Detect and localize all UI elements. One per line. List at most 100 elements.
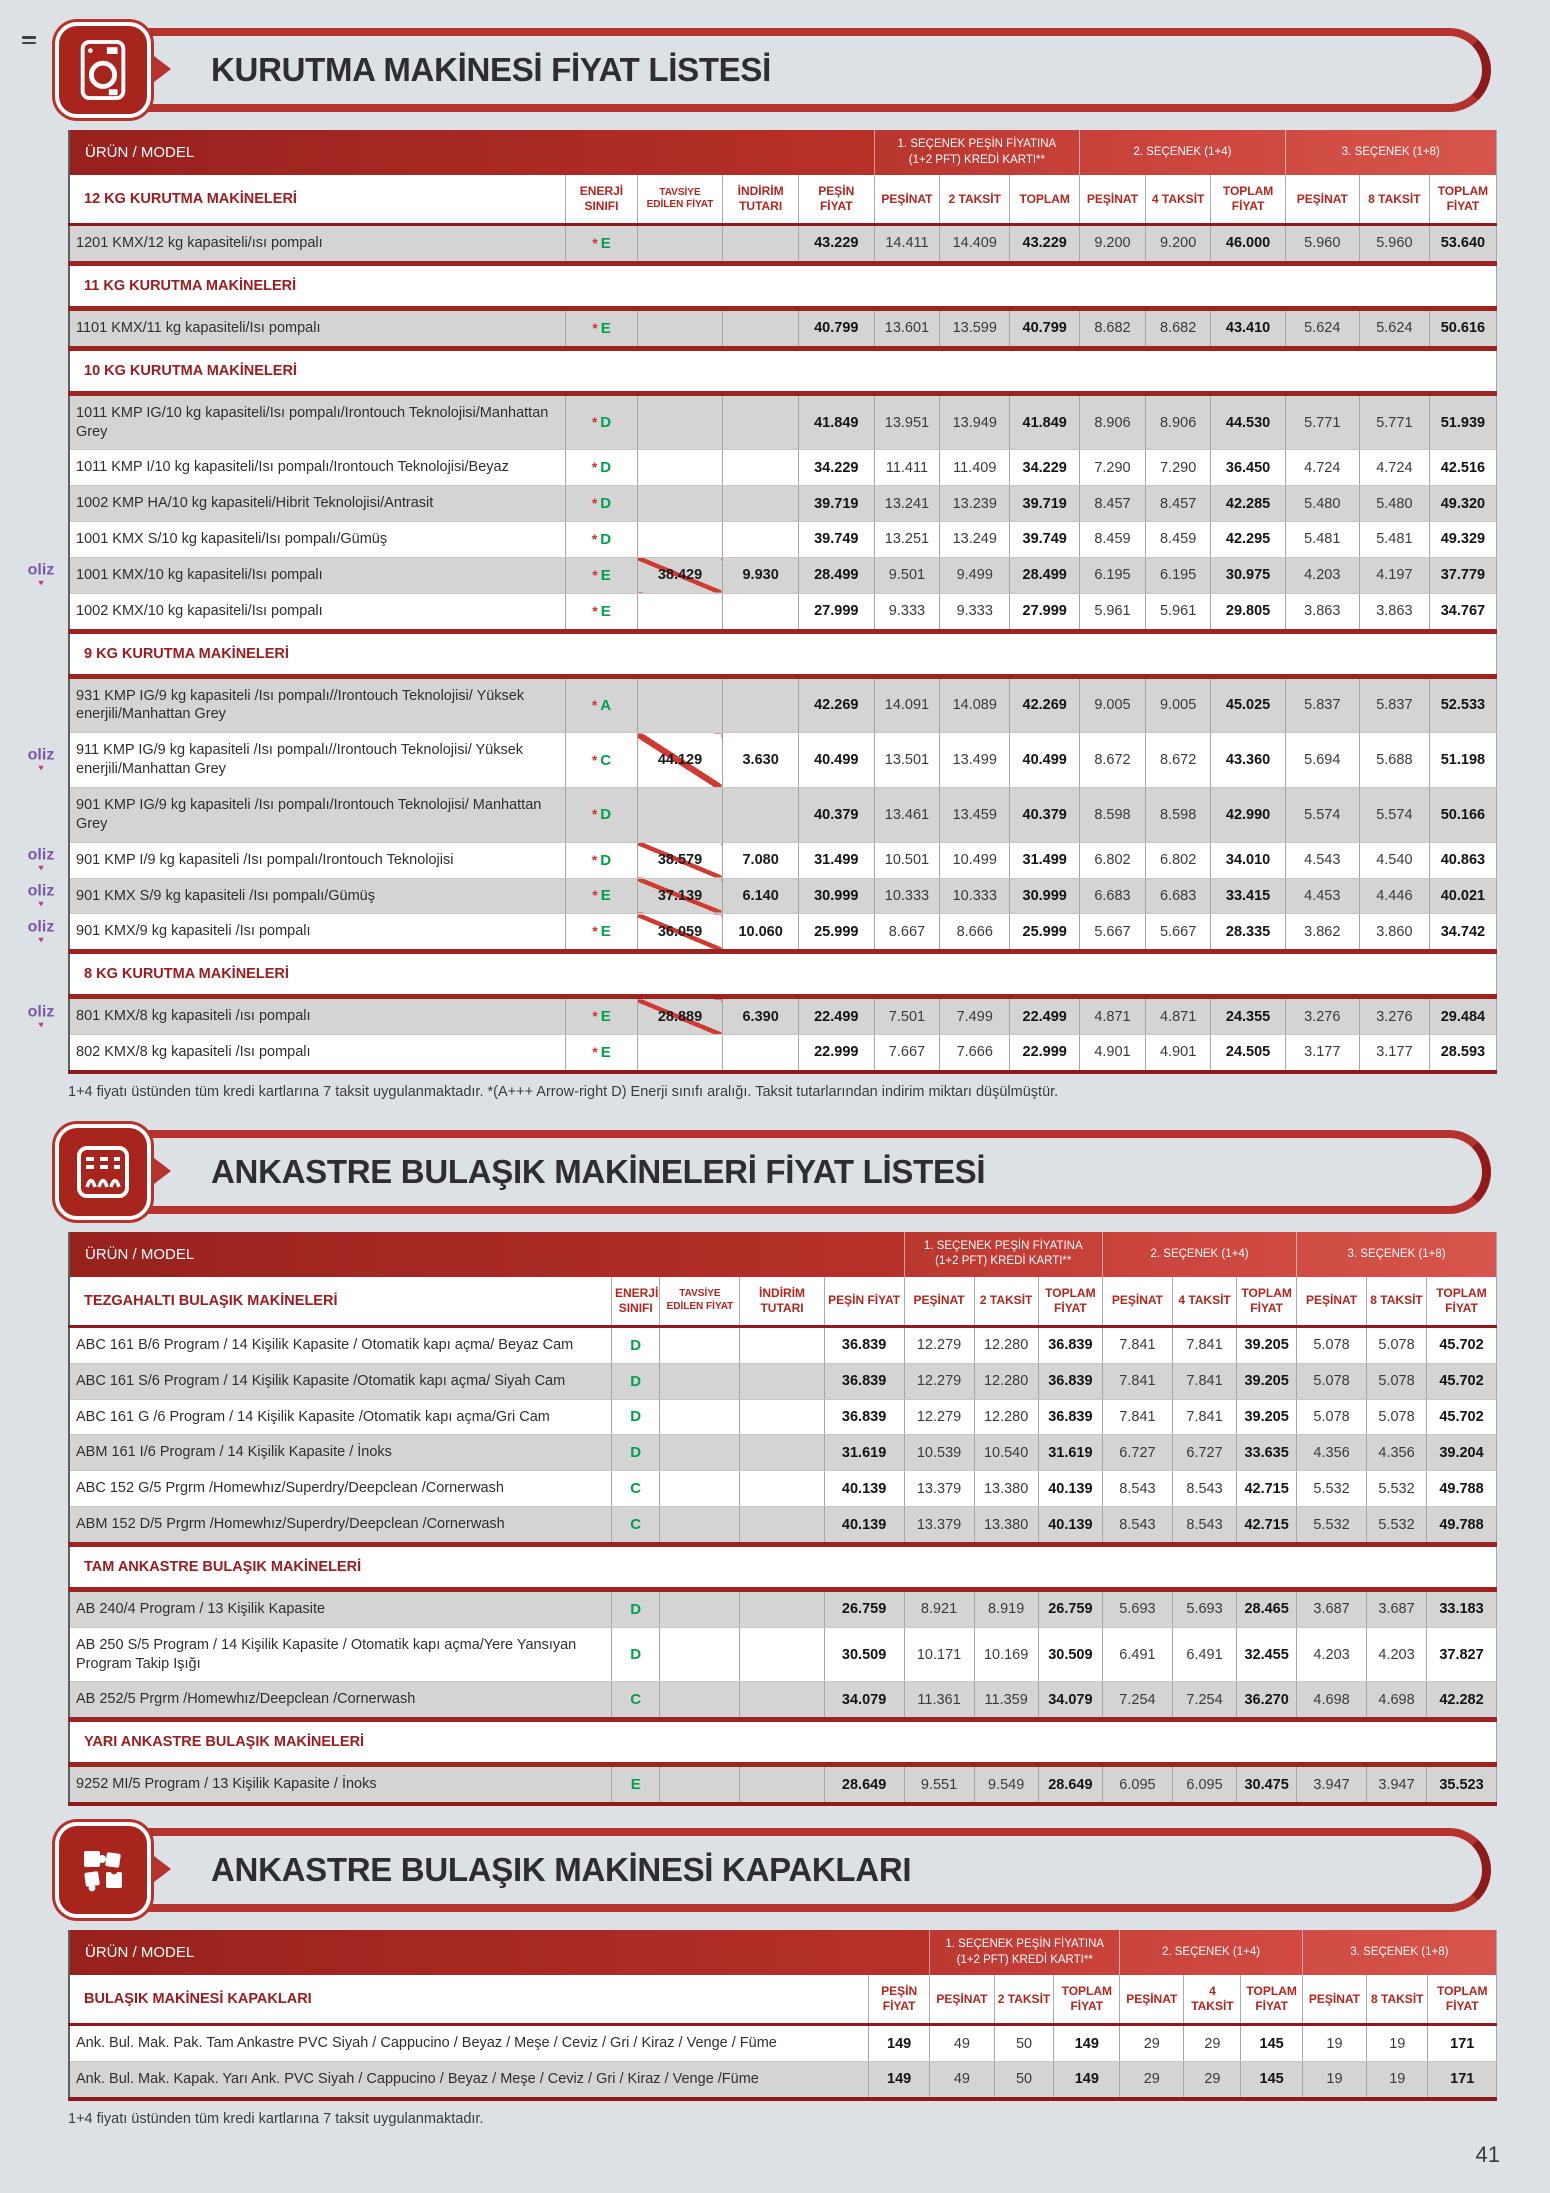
price-cell: 13.251 bbox=[873, 521, 940, 558]
product-cell: ABC 152 G/5 Prgrm /Homewhız/Superdry/Dee… bbox=[69, 1470, 612, 1508]
price-cell: 13.379 bbox=[903, 1470, 975, 1508]
price-cell: 30.475 bbox=[1236, 1764, 1297, 1805]
price-cell: 5.961 bbox=[1144, 593, 1211, 632]
product-name: 801 KMX/8 kg kapasiteli /ısı pompalı bbox=[76, 1008, 311, 1025]
product-cell: oliz ♥ 1001 KMX/10 kg kapasiteli/Isı pompa… bbox=[28, 557, 566, 594]
price-cell: 6.095 bbox=[1101, 1764, 1173, 1805]
oliz-logo: oliz ♥ bbox=[18, 883, 64, 908]
price-cell: 29.484 bbox=[1428, 996, 1497, 1036]
price-cell: 44.530 bbox=[1210, 393, 1286, 451]
oliz-logo: oliz ♥ bbox=[18, 847, 64, 873]
price-cell: 145 bbox=[1240, 2061, 1303, 2100]
price-cell: 8.457 bbox=[1079, 485, 1146, 523]
price-cell: 36.839 bbox=[1037, 1399, 1103, 1436]
column-header-cell: PEŞİN FİYAT bbox=[867, 1975, 930, 2027]
column-header-row: BULAŞIK MAKİNESİ KAPAKLARI PEŞİN FİYAT PEŞ… bbox=[69, 1975, 1497, 2027]
price-cell: 28.335 bbox=[1210, 913, 1286, 953]
price-cell: 4.203 bbox=[1296, 1627, 1367, 1683]
price-cell: 30.975 bbox=[1210, 557, 1286, 594]
discount-cell: 6.390 bbox=[722, 996, 799, 1036]
section-row: 10 KG KURUTMA MAKİNELERİ bbox=[69, 345, 1497, 396]
price-cell: 5.667 bbox=[1079, 913, 1146, 953]
price-cell: 5.480 bbox=[1358, 485, 1430, 523]
section-title: ANKASTRE BULAŞIK MAKİNELERİ FİYAT LİSTES… bbox=[211, 1152, 986, 1190]
column-header-cell: 4 TAKSİT bbox=[1171, 1276, 1237, 1328]
price-cell: 4.540 bbox=[1358, 842, 1430, 879]
price-cell: 14.411 bbox=[873, 224, 940, 264]
product-name: 901 KMX/9 kg kapasiteli /Isı pompalı bbox=[76, 923, 311, 940]
arrow-right-icon bbox=[154, 56, 171, 82]
price-cell: 5.532 bbox=[1366, 1470, 1427, 1508]
price-cell: 6.491 bbox=[1171, 1627, 1237, 1683]
table-row: 931 KMP IG/9 kg kapasiteli /Isı pompalı/… bbox=[69, 676, 1497, 734]
product-cell: 1201 KMX/12 kg kapasiteli/ısı pompalı bbox=[69, 224, 566, 264]
column-header-cell: ENERJİ SINIFI bbox=[565, 175, 638, 226]
price-cell: 28.649 bbox=[1037, 1764, 1103, 1805]
price-cell: 10.540 bbox=[973, 1434, 1039, 1472]
price-cell: 5.771 bbox=[1358, 393, 1430, 451]
column-header-cell: İNDİRİM TUTARI bbox=[722, 175, 799, 226]
price-cell: 4.356 bbox=[1366, 1434, 1427, 1472]
energy-class-cell: C bbox=[610, 1681, 660, 1721]
price-cell: 42.295 bbox=[1210, 521, 1286, 558]
product-name: 802 KMX/8 kg kapasiteli /Isı pompalı bbox=[76, 1044, 311, 1061]
product-cell: ABM 152 D/5 Prgrm /Homewhız/Superdry/Dee… bbox=[69, 1506, 612, 1545]
price-cell: 42.282 bbox=[1426, 1681, 1497, 1721]
price-cell: 22.499 bbox=[797, 996, 875, 1036]
list-price-cell bbox=[659, 1681, 740, 1721]
price-cell: 5.574 bbox=[1284, 787, 1360, 843]
heart-icon: ♥ bbox=[38, 934, 44, 945]
column-header-cell: PEŞİNAT bbox=[1119, 1975, 1184, 2027]
product-cell: AB 240/4 Program / 13 Kişilik Kapasite bbox=[69, 1589, 612, 1628]
discount-cell bbox=[722, 224, 799, 264]
column-header-cell: TOPLAM FİYAT bbox=[1236, 1276, 1297, 1328]
banner-group-cell: 2. SEÇENEK (1+4) bbox=[1119, 1930, 1303, 1976]
energy-class-cell: D bbox=[610, 1434, 660, 1472]
energy-class-cell: * C bbox=[565, 732, 638, 788]
table-row: AB 250 S/5 Program / 14 Kişilik Kapasite… bbox=[69, 1627, 1497, 1683]
energy-class-cell: D bbox=[610, 1589, 660, 1628]
product-cell: 1002 KMP HA/10 kg kapasiteli/Hibrit Tekn… bbox=[69, 485, 566, 523]
table-row: ABC 161 B/6 Program / 14 Kişilik Kapasit… bbox=[69, 1326, 1497, 1364]
price-cell: 28.593 bbox=[1428, 1034, 1497, 1073]
price-cell: 41.849 bbox=[797, 393, 875, 451]
energy-class-cell: * E bbox=[565, 878, 638, 915]
discount-cell bbox=[739, 1589, 825, 1628]
table-row: 1002 KMP HA/10 kg kapasiteli/Hibrit Tekn… bbox=[69, 485, 1497, 523]
price-cell: 13.459 bbox=[939, 787, 1010, 843]
price-cell: 5.960 bbox=[1284, 224, 1360, 264]
kurutma-price-table: ÜRÜN / MODEL 1. SEÇENEK PEŞİN FİYATINA (1… bbox=[28, 130, 1497, 1074]
price-cell: 10.171 bbox=[903, 1627, 975, 1683]
product-cell: 1002 KMX/10 kg kapasiteli/Isı pompalı bbox=[69, 593, 566, 632]
section-row: 11 KG KURUTMA MAKİNELERİ bbox=[69, 260, 1497, 311]
energy-class-cell: * E bbox=[565, 557, 638, 594]
section-bulasik: ANKASTRE BULAŞIK MAKİNELERİ FİYAT LİSTES… bbox=[0, 1123, 1550, 1807]
price-cell: 8.459 bbox=[1144, 521, 1211, 558]
price-cell: 3.276 bbox=[1358, 996, 1430, 1036]
discount-cell bbox=[739, 1326, 825, 1364]
price-cell: 29 bbox=[1183, 2061, 1241, 2100]
price-cell: 8.543 bbox=[1101, 1470, 1173, 1508]
discount-cell bbox=[722, 787, 799, 843]
price-cell: 12.279 bbox=[903, 1326, 975, 1364]
price-cell: 31.619 bbox=[1037, 1434, 1103, 1472]
column-group-label: 12 KG KURUTMA MAKİNELERİ bbox=[69, 175, 566, 226]
discount-cell bbox=[722, 593, 799, 632]
price-cell: 9.333 bbox=[939, 593, 1010, 632]
price-cell: 37.827 bbox=[1426, 1627, 1497, 1683]
table-row: 802 KMX/8 kg kapasiteli /Isı pompalı * E 22… bbox=[69, 1034, 1497, 1073]
discount-cell bbox=[722, 521, 799, 558]
price-cell: 42.990 bbox=[1210, 787, 1286, 843]
discount-cell bbox=[739, 1363, 825, 1400]
price-cell: 4.698 bbox=[1296, 1681, 1367, 1721]
product-cell: 931 KMP IG/9 kg kapasiteli /Isı pompalı/… bbox=[69, 676, 566, 734]
column-header-cell: TAVSİYE EDİLEN FİYAT bbox=[659, 1276, 740, 1328]
price-cell: 9.549 bbox=[973, 1764, 1039, 1805]
list-price-cell bbox=[636, 393, 723, 451]
price-cell: 42.516 bbox=[1428, 449, 1497, 487]
price-cell: 29.805 bbox=[1210, 593, 1286, 632]
price-cell: 3.177 bbox=[1284, 1034, 1360, 1073]
price-cell: 50.616 bbox=[1428, 308, 1497, 349]
price-cell: 12.280 bbox=[973, 1326, 1039, 1364]
price-cell: 51.939 bbox=[1428, 393, 1497, 451]
